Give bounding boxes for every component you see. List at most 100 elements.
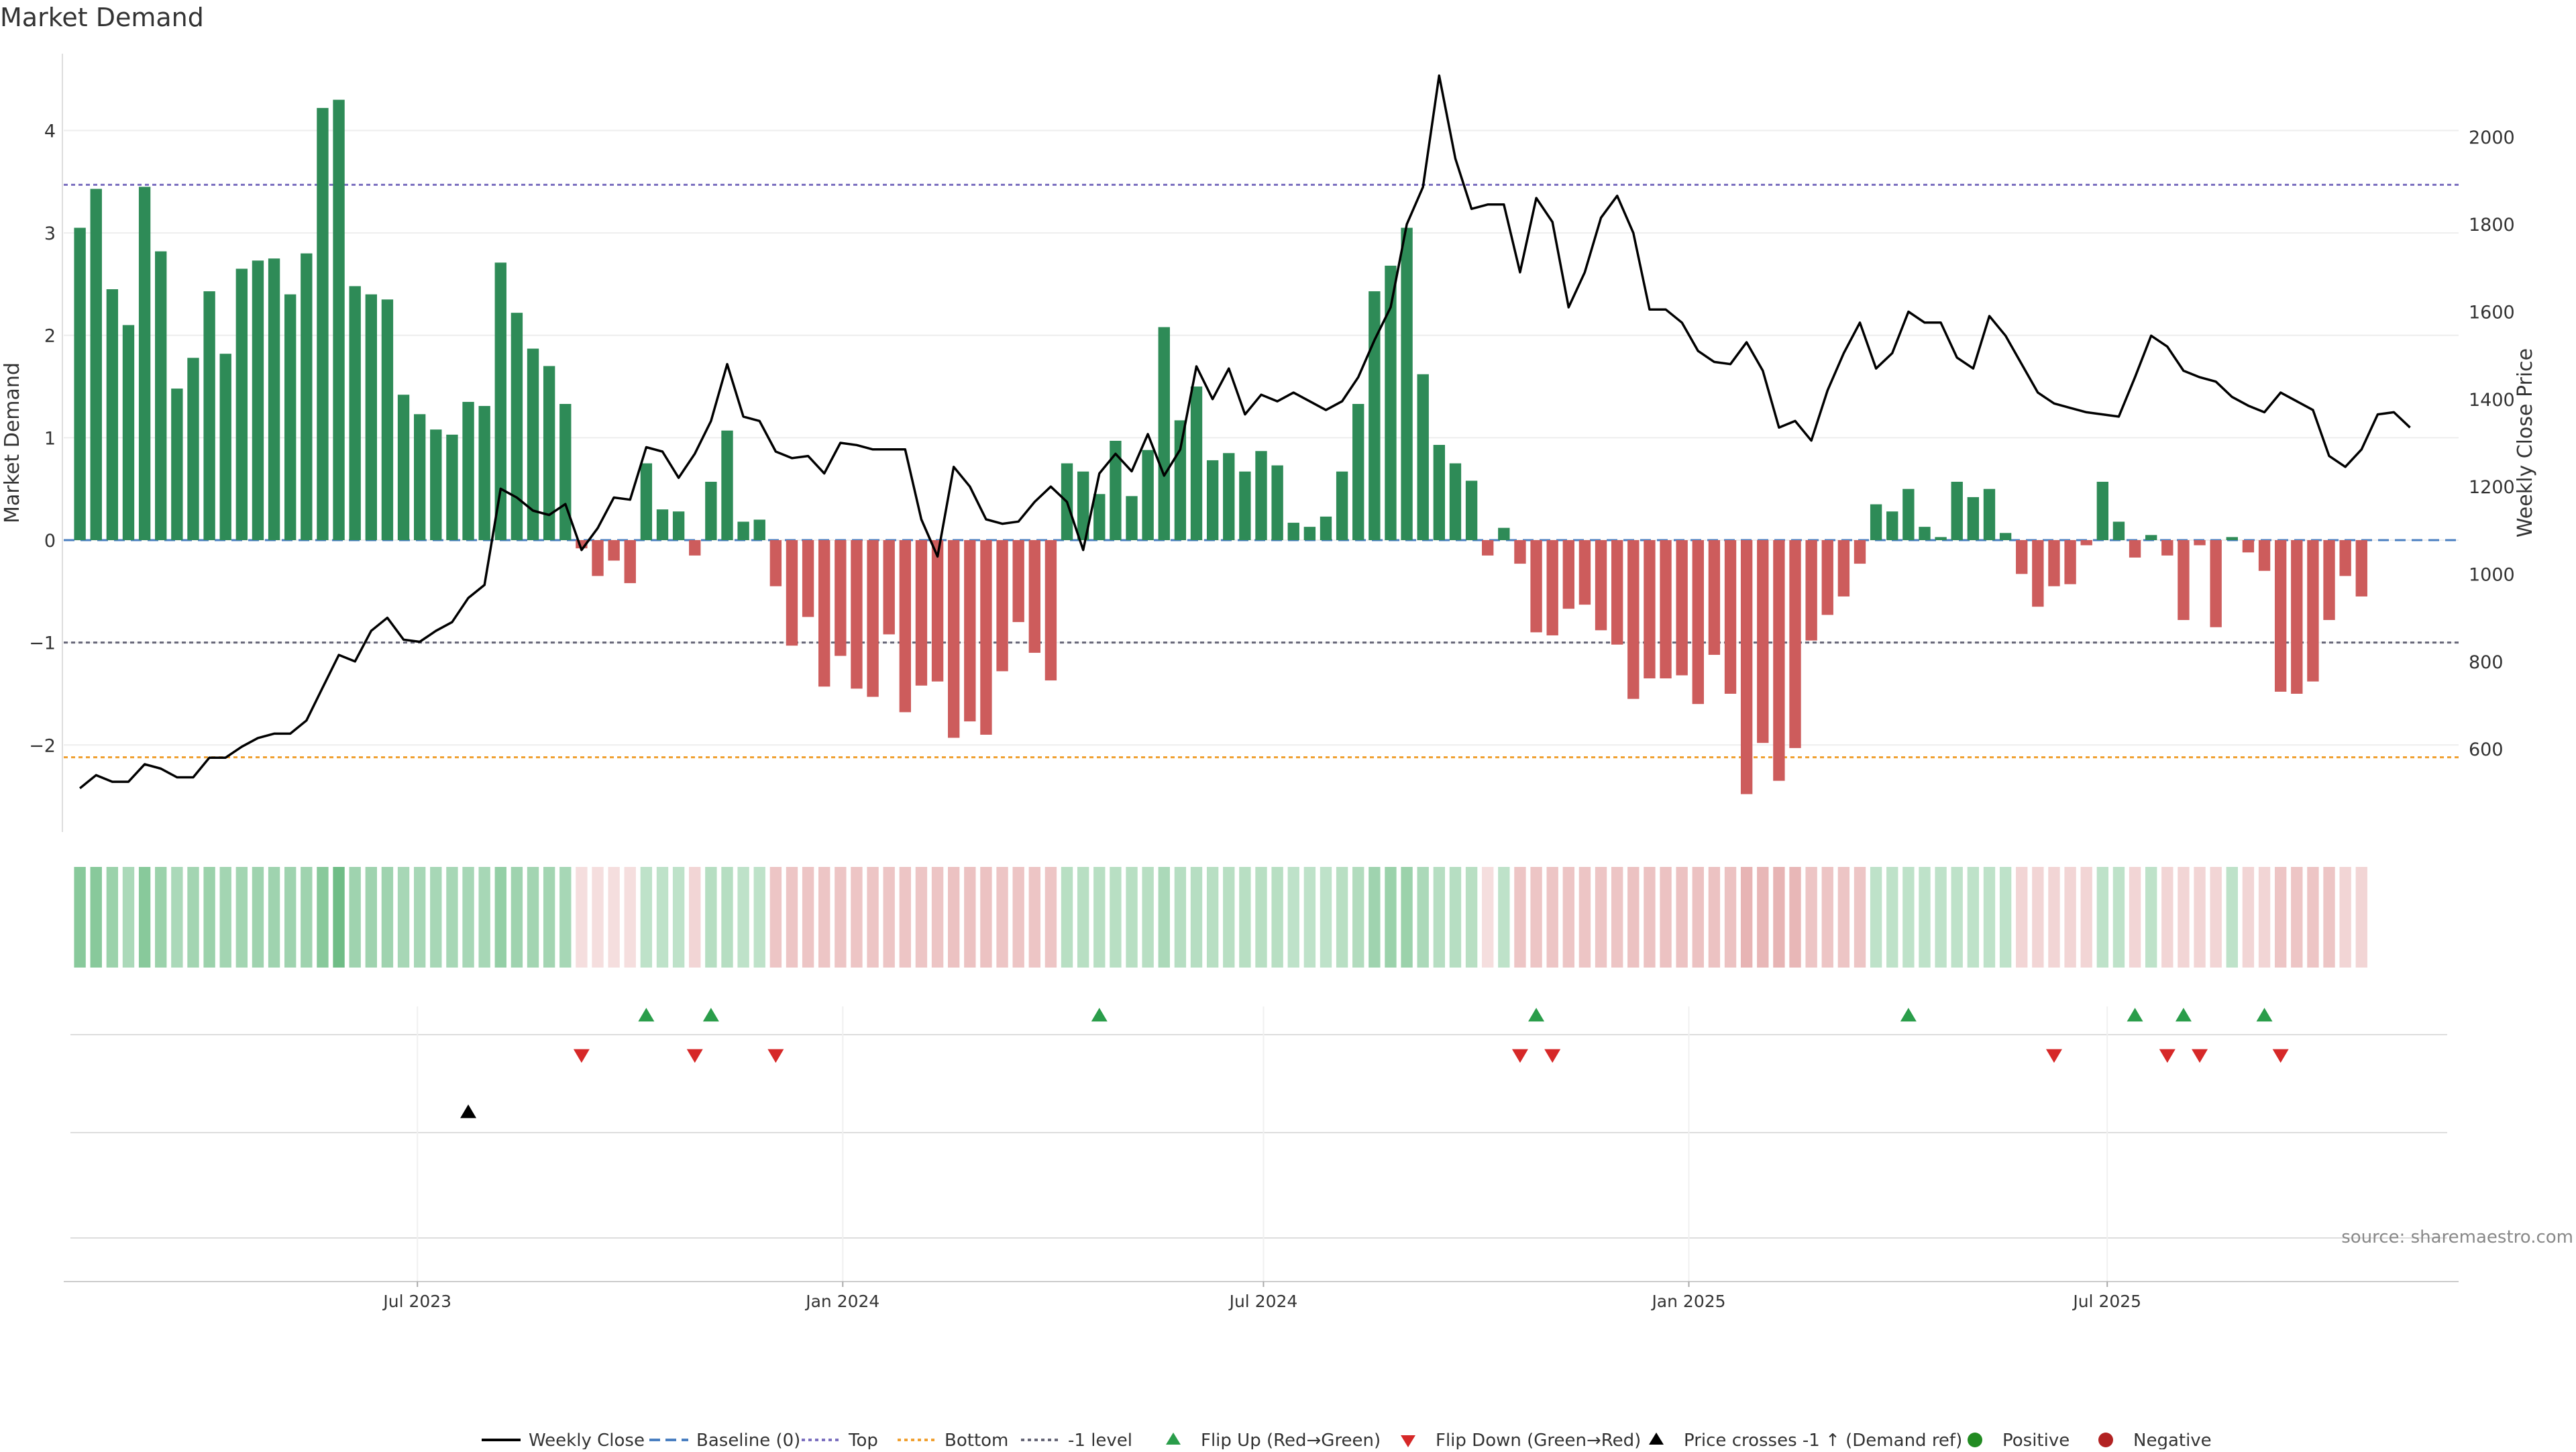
strip-cell: [2307, 867, 2319, 968]
strip-cell: [219, 867, 231, 968]
demand-bar-negative: [2258, 540, 2271, 571]
flip-up-marker: [638, 1008, 655, 1022]
right-tick-label: 1400: [2469, 390, 2515, 411]
legend-item-negative: Negative: [2098, 1431, 2212, 1451]
legend-item-minus1: -1 level: [1021, 1431, 1132, 1451]
x-tick-label: Jan 2025: [1650, 1292, 1725, 1311]
demand-bar-negative: [2032, 540, 2044, 607]
strip-cell: [1854, 867, 1866, 968]
strip-cell: [1967, 867, 1980, 968]
left-tick-label: 4: [44, 121, 56, 142]
demand-bar-negative: [931, 540, 944, 682]
flip-up-marker: [1091, 1008, 1108, 1022]
strip-cell: [317, 867, 329, 968]
strip-cell: [1417, 867, 1429, 968]
demand-bar-positive: [1206, 460, 1219, 540]
demand-bar-positive: [559, 404, 572, 540]
demand-heat-strip: [74, 867, 2367, 968]
x-tick-label: Jul 2023: [382, 1292, 451, 1311]
demand-bar-negative: [2161, 540, 2174, 556]
demand-bar-positive: [365, 294, 377, 540]
strip-cell: [1061, 867, 1073, 968]
x-axis: Jul 2023 Jan 2024 Jul 2024 Jan 2025 Jul 2025: [64, 1281, 2459, 1311]
demand-bar-positive: [1449, 463, 1462, 540]
strip-cell: [235, 867, 248, 968]
strip-cell: [1368, 867, 1381, 968]
strip-cell: [1110, 867, 1122, 968]
demand-bar-positive: [1190, 386, 1203, 540]
demand-bar-positive: [1401, 227, 1413, 540]
strip-cell: [656, 867, 669, 968]
demand-bar-positive: [672, 511, 685, 540]
strip-cell: [689, 867, 701, 968]
strip-cell: [1498, 867, 1510, 968]
strip-cell: [2096, 867, 2109, 968]
strip-cell: [915, 867, 928, 968]
legend-label: Bottom: [945, 1431, 1008, 1449]
demand-bar-negative: [915, 540, 928, 686]
demand-bar-positive: [155, 251, 167, 540]
demand-bar-negative: [592, 540, 604, 576]
demand-bar-positive: [2112, 521, 2125, 540]
left-tick-label: 0: [44, 531, 56, 552]
strip-cell: [1805, 867, 1817, 968]
demand-bar-positive: [1223, 453, 1235, 540]
legend-swatch-price-cross: [1649, 1433, 1664, 1445]
strip-cell: [478, 867, 490, 968]
strip-cell: [1530, 867, 1542, 968]
left-tick-label: −2: [29, 735, 56, 756]
strip-cell: [1433, 867, 1446, 968]
flip-up-marker: [2256, 1008, 2273, 1022]
demand-bar-negative: [1789, 540, 1801, 748]
legend-label: -1 level: [1068, 1431, 1132, 1449]
demand-bar-positive: [1174, 420, 1187, 540]
demand-bar-positive: [2145, 535, 2157, 540]
demand-bar-positive: [1142, 450, 1154, 540]
strip-cell: [284, 867, 297, 968]
legend-label: Flip Up (Red→Green): [1201, 1431, 1381, 1449]
legend-item-price_cross: Price crosses -1 ↑ (Demand ref): [1649, 1431, 1962, 1451]
legend-item-baseline: Baseline (0): [649, 1431, 800, 1451]
demand-bar-positive: [235, 268, 248, 540]
strip-cell: [1740, 867, 1753, 968]
strip-cell: [576, 867, 588, 968]
strip-cell: [2145, 867, 2157, 968]
demand-bar-positive: [284, 294, 297, 540]
strip-cell: [1773, 867, 1785, 968]
demand-bar-negative: [2355, 540, 2367, 597]
demand-bar-negative: [1773, 540, 1785, 781]
strip-cell: [1482, 867, 1494, 968]
demand-bar-negative: [996, 540, 1008, 672]
legend-item-line: Weekly Close: [482, 1431, 645, 1451]
flip-up-marker: [2127, 1008, 2143, 1022]
demand-bar-negative: [2064, 540, 2076, 584]
strip-cell: [365, 867, 377, 968]
legend-swatch-negative: [2098, 1433, 2113, 1447]
strip-cell: [1190, 867, 1203, 968]
demand-bar-negative: [2274, 540, 2287, 692]
strip-cell: [349, 867, 361, 968]
strip-cell: [1255, 867, 1267, 968]
demand-bar-negative: [1805, 540, 1817, 641]
strip-cell: [867, 867, 879, 968]
strip-cell: [2129, 867, 2141, 968]
demand-bar-positive: [252, 260, 264, 540]
legend-item-positive: Positive: [1968, 1431, 2070, 1451]
flip-down-marker: [1544, 1049, 1561, 1063]
legend-item-flip_down: Flip Down (Green→Red): [1401, 1431, 1641, 1451]
strip-cell: [397, 867, 410, 968]
strip-cell: [2355, 867, 2367, 968]
strip-cell: [1611, 867, 1623, 968]
demand-bar-negative: [851, 540, 863, 689]
demand-bar-positive: [1983, 488, 1996, 540]
strip-cell: [1206, 867, 1219, 968]
demand-bar-positive: [430, 429, 442, 540]
strip-cell: [1320, 867, 1332, 968]
demand-bar-negative: [1627, 540, 1640, 699]
demand-bar-positive: [511, 313, 523, 540]
legend-label: Positive: [2002, 1431, 2070, 1449]
strip-cell: [381, 867, 394, 968]
demand-bar-positive: [106, 289, 119, 540]
